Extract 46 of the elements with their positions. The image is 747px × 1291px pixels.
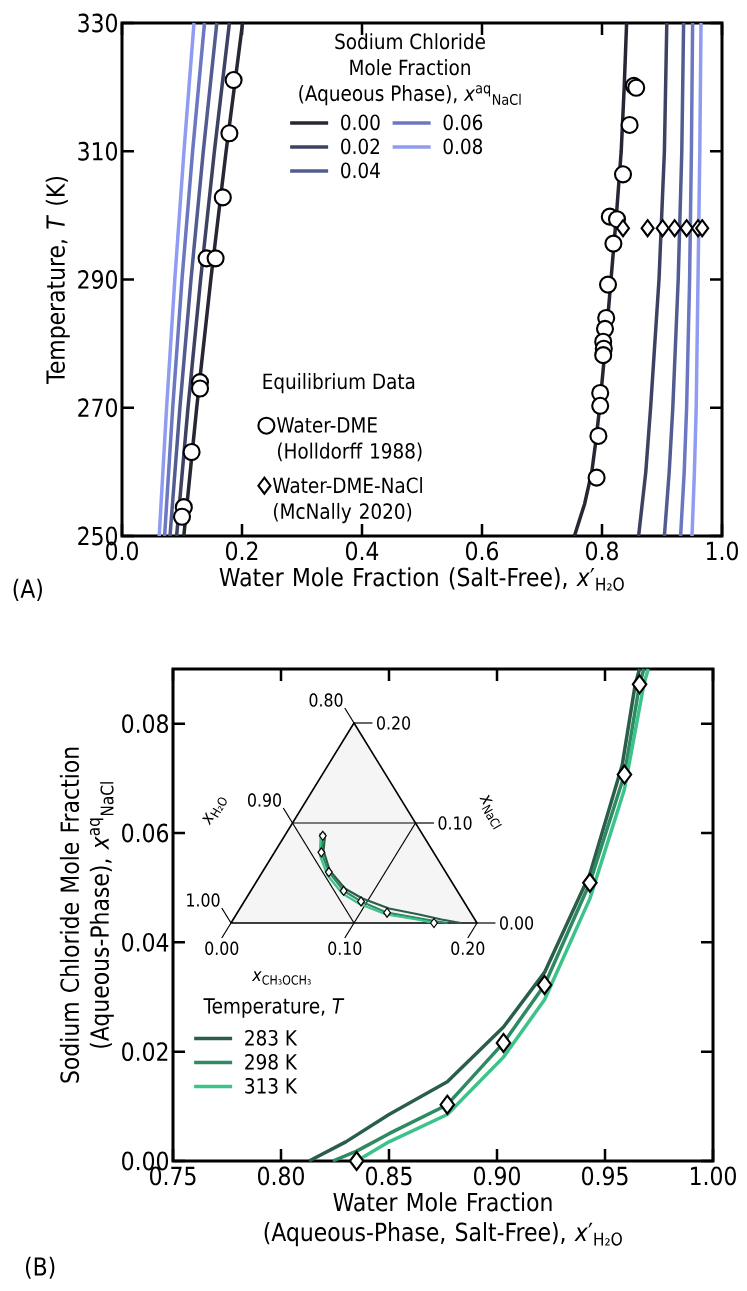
annotation: x$_{CH₃OCH₃}$ xyxy=(251,971,311,985)
annotation: 0.00 xyxy=(500,916,534,930)
annotation: 0.00 xyxy=(205,941,239,956)
y-tick-label: 0.02 xyxy=(122,1042,168,1062)
x-tick-label: 0.8 xyxy=(586,541,618,561)
y-tick-label: 270 xyxy=(78,398,118,418)
annotation: 0.90 xyxy=(247,793,282,807)
annotation: 0.20 xyxy=(377,716,411,730)
y-tick-label: 290 xyxy=(78,270,118,289)
legend-label: 0.00 xyxy=(341,114,380,131)
x-tick-label: 1.00 xyxy=(691,1166,736,1186)
x-tick-label: 0.80 xyxy=(258,1166,304,1186)
text: (B) xyxy=(25,1256,55,1279)
annotation: 1.00 xyxy=(187,893,220,907)
x-tick-label: 0.6 xyxy=(466,541,499,561)
x-tick-label: 0.95 xyxy=(582,1166,628,1186)
x-tick-label: 0.85 xyxy=(366,1166,412,1186)
legend-label: 0.06 xyxy=(443,114,483,131)
legend-label: 0.02 xyxy=(341,138,380,155)
annotation: 0.10 xyxy=(328,941,362,956)
x-tick-label: 1.0 xyxy=(706,541,738,561)
legend-title: Temperature, T xyxy=(203,998,345,1018)
annotation: 0.10 xyxy=(438,816,472,830)
y-tick-label: 0.08 xyxy=(122,714,168,734)
legend-label: Water-DME-NaCl (McNally 2020) xyxy=(273,477,422,524)
legend-label: 283 K xyxy=(245,1029,298,1046)
text: (A) xyxy=(13,578,42,601)
x-tick-label: 0.90 xyxy=(474,1166,520,1186)
x-tick-label: 0.2 xyxy=(226,541,258,561)
legend-label: 0.04 xyxy=(341,162,380,179)
x-tick-label: 0.4 xyxy=(346,541,379,561)
legend-label: 313 K xyxy=(245,1077,298,1094)
y-tick-label: 330 xyxy=(78,13,118,33)
legend-label: 298 K xyxy=(245,1053,298,1070)
annotation: 0.20 xyxy=(451,941,485,956)
legend-label: 0.08 xyxy=(443,138,483,155)
y-axis-title: Temperature, T (K) xyxy=(45,177,70,384)
legend-title: Sodium Chloride Mole Fraction (Aqueous Phase), x$^{aq}$NaCl xyxy=(299,33,521,106)
x-axis-title: Water Mole Fraction (Aqueous-Phase, Salt-Free), x′$_{H₂O}$ xyxy=(264,1192,622,1247)
x-axis-title: Water Mole Fraction (Salt-Free), x′$_{H₂O}$ xyxy=(219,567,624,591)
annotation: 0.80 xyxy=(309,693,343,707)
y-tick-label: 0.06 xyxy=(122,823,169,843)
legend-label: Water-DME (Holldorff 1988) xyxy=(277,417,422,462)
y-tick-label: 310 xyxy=(78,141,118,161)
y-tick-label: 0.04 xyxy=(122,932,169,952)
annotation: Equilibrium Data xyxy=(263,373,415,394)
